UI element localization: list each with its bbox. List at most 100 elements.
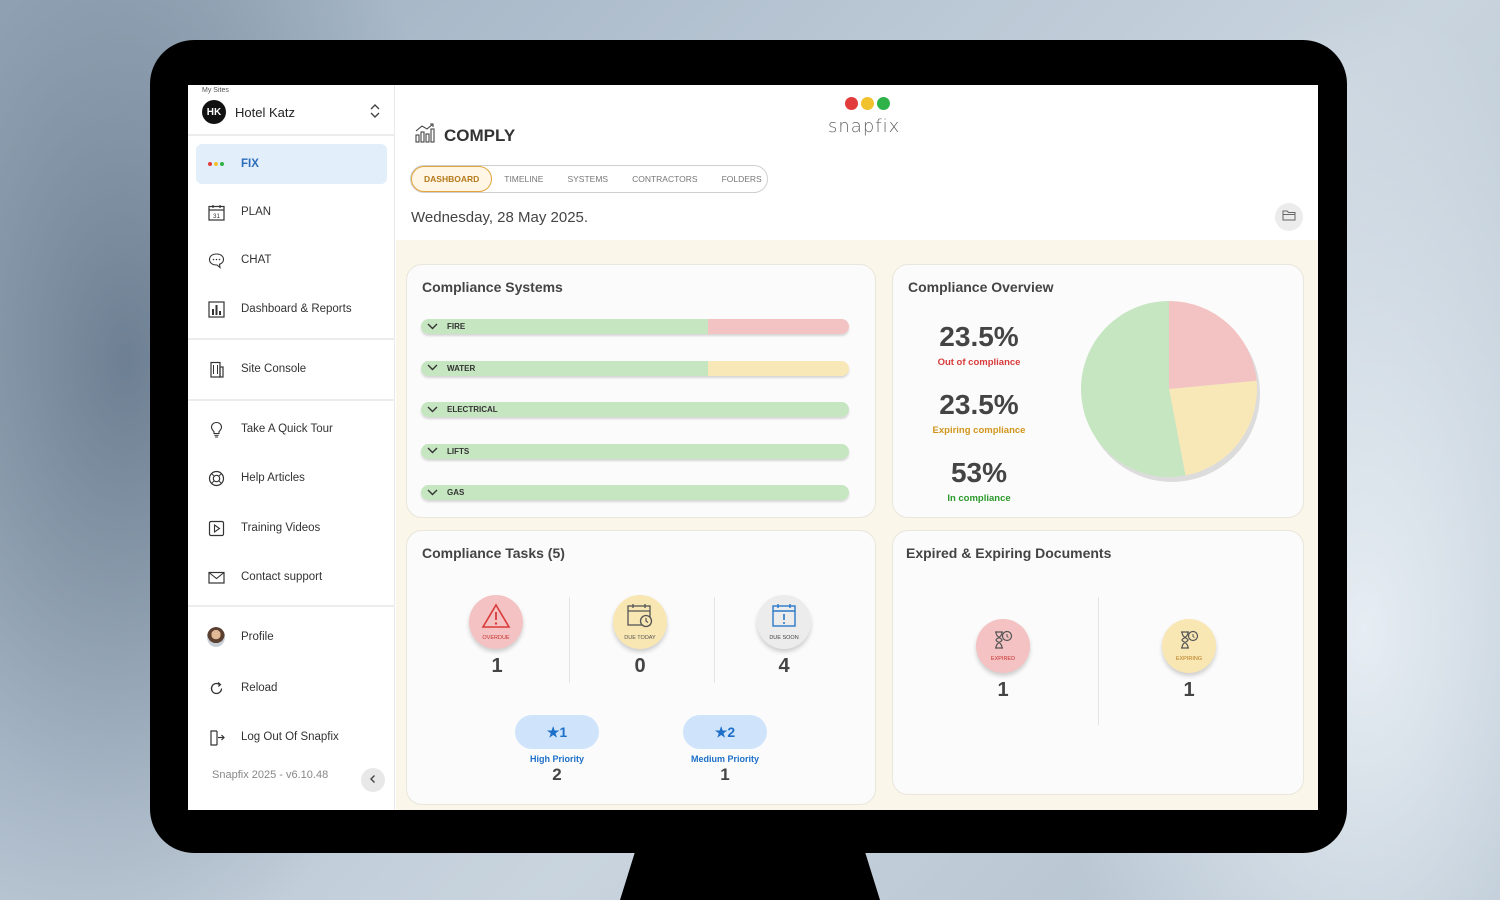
sidebar-item-label: CHAT xyxy=(241,254,272,266)
sidebar-item-reload[interactable]: Reload xyxy=(196,668,387,708)
bar-segment-green xyxy=(421,402,849,417)
sidebar-item-label: Profile xyxy=(241,631,274,643)
expired-count: 1 xyxy=(997,679,1009,701)
traffic-dots-icon xyxy=(207,155,225,173)
chevron-down-icon[interactable] xyxy=(427,488,438,498)
sidebar-item-plan[interactable]: 31 PLAN xyxy=(196,192,387,232)
system-name: WATER xyxy=(447,363,476,373)
system-row-label: ELECTRICAL xyxy=(421,402,498,417)
tab-bar: DASHBOARD TIMELINE SYSTEMS CONTRACTORS F… xyxy=(410,165,768,193)
system-row-label: WATER xyxy=(421,361,475,376)
chevron-updown-icon[interactable] xyxy=(369,103,381,120)
chevron-down-icon[interactable] xyxy=(427,446,438,456)
star-icon: ★ xyxy=(714,723,728,740)
overdue-badge[interactable]: OVERDUE xyxy=(469,595,523,649)
expiring-count: 1 xyxy=(1183,679,1195,701)
sidebar-item-label: Take A Quick Tour xyxy=(241,423,333,435)
chevron-down-icon[interactable] xyxy=(427,322,438,332)
pie-slice-in-compliance[interactable] xyxy=(1081,301,1186,477)
sidebar-item-site-console[interactable]: Site Console xyxy=(196,349,387,389)
system-bar-fire[interactable] xyxy=(421,319,849,334)
pie-slice-expiring[interactable] xyxy=(1169,380,1257,476)
system-bar-lifts[interactable] xyxy=(421,443,849,459)
site-selector[interactable]: HK Hotel Katz xyxy=(202,99,387,125)
medium-priority-badge[interactable]: ★ 2 xyxy=(683,715,767,749)
folder-icon xyxy=(1282,208,1296,226)
high-priority-label: High Priority xyxy=(529,754,584,764)
sidebar-item-logout[interactable]: Log Out Of Snapfix xyxy=(196,717,387,757)
due-soon-badge[interactable]: DUE SOON xyxy=(757,595,811,649)
system-bar-gas[interactable] xyxy=(421,485,849,500)
app-version: Snapfix 2025 - v6.10.48 xyxy=(212,769,329,781)
play-icon xyxy=(207,519,225,537)
chevron-down-icon[interactable] xyxy=(427,363,438,373)
bar-segment-green xyxy=(421,360,708,376)
folder-button[interactable] xyxy=(1275,203,1303,231)
sidebar-item-profile[interactable]: Profile xyxy=(196,617,387,657)
system-bar-water[interactable] xyxy=(421,360,849,376)
tab-timeline[interactable]: TIMELINE xyxy=(504,174,544,184)
brand-logo-dots xyxy=(845,97,890,110)
hourglass-icon xyxy=(992,630,1014,655)
mail-icon xyxy=(207,568,225,586)
card-title: Compliance Systems xyxy=(422,279,563,295)
sidebar-item-contact-support[interactable]: Contact support xyxy=(196,557,387,597)
calendar-icon: 31 xyxy=(207,203,225,221)
bar-segment-green xyxy=(421,319,708,334)
system-bar-electrical[interactable] xyxy=(421,402,849,417)
monitor-stand xyxy=(620,850,880,900)
expired-caption: EXPIRED xyxy=(990,656,1016,662)
sidebar-item-dashboard-reports[interactable]: Dashboard & Reports xyxy=(196,289,387,329)
expired-docs-badge[interactable]: EXPIRED xyxy=(976,619,1030,673)
sidebar-item-quick-tour[interactable]: Take A Quick Tour xyxy=(196,409,387,449)
reload-icon xyxy=(207,679,225,697)
sidebar-item-training-videos[interactable]: Training Videos xyxy=(196,508,387,548)
due-today-caption: DUE TODAY xyxy=(624,635,656,641)
system-row-label: GAS xyxy=(421,485,464,500)
medium-priority-label: Medium Priority xyxy=(690,754,759,764)
sidebar-item-chat[interactable]: CHAT xyxy=(196,240,387,280)
pie-slice-out-of-compliance[interactable] xyxy=(1169,301,1257,389)
bar-chart-icon xyxy=(207,300,225,318)
tab-dashboard[interactable]: DASHBOARD xyxy=(411,166,493,192)
sidebar-item-label: Dashboard & Reports xyxy=(241,303,352,315)
card-title: Compliance Overview xyxy=(908,279,1054,295)
due-today-badge[interactable]: DUE TODAY xyxy=(613,595,667,649)
overdue-caption: OVERDUE xyxy=(482,635,510,641)
calendar-clock-icon xyxy=(626,603,654,634)
chevron-down-icon[interactable] xyxy=(427,405,438,415)
current-date: Wednesday, 28 May 2025. xyxy=(411,209,589,226)
page-header: COMPLY xyxy=(414,122,515,149)
documents-card: Expired & Expiring Documents EXPIRED 1 E… xyxy=(892,530,1304,795)
overdue-count: 1 xyxy=(491,655,503,677)
brand-dot-yellow xyxy=(861,97,874,110)
bar-segment-red xyxy=(707,319,849,334)
brand-dot-red xyxy=(845,97,858,110)
site-name: Hotel Katz xyxy=(235,104,295,120)
sidebar-item-label: Log Out Of Snapfix xyxy=(241,731,339,743)
tab-folders[interactable]: FOLDERS xyxy=(721,174,762,184)
expiring-docs-badge[interactable]: EXPIRING xyxy=(1162,619,1216,673)
out-of-compliance-value: 23.5% xyxy=(939,321,1019,352)
brand-dot-green xyxy=(877,97,890,110)
expiring-caption: EXPIRING xyxy=(1175,656,1203,662)
collapse-sidebar-button[interactable] xyxy=(361,768,385,792)
warning-icon xyxy=(481,603,511,634)
tab-systems[interactable]: SYSTEMS xyxy=(567,174,609,184)
high-priority-badge[interactable]: ★ 1 xyxy=(515,715,599,749)
bar-segment-green xyxy=(421,443,849,459)
growth-chart-icon xyxy=(414,122,436,149)
sidebar-item-help-articles[interactable]: Help Articles xyxy=(196,458,387,498)
system-name: ELECTRICAL xyxy=(447,405,498,414)
logout-icon xyxy=(207,728,225,746)
in-compliance-label: In compliance xyxy=(947,493,1011,504)
chat-bubble-icon xyxy=(207,251,225,269)
lightbulb-icon xyxy=(207,420,225,438)
star-icon: ★ xyxy=(546,723,560,740)
due-soon-caption: DUE SOON xyxy=(769,635,799,641)
page-title: COMPLY xyxy=(444,125,516,145)
sidebar-item-fix[interactable]: FIX xyxy=(196,144,387,184)
out-of-compliance-label: Out of compliance xyxy=(937,357,1021,368)
app-screen: My Sites HK Hotel Katz FIX 31 PLAN CHA xyxy=(188,85,1318,810)
tab-contractors[interactable]: CONTRACTORS xyxy=(632,174,698,184)
